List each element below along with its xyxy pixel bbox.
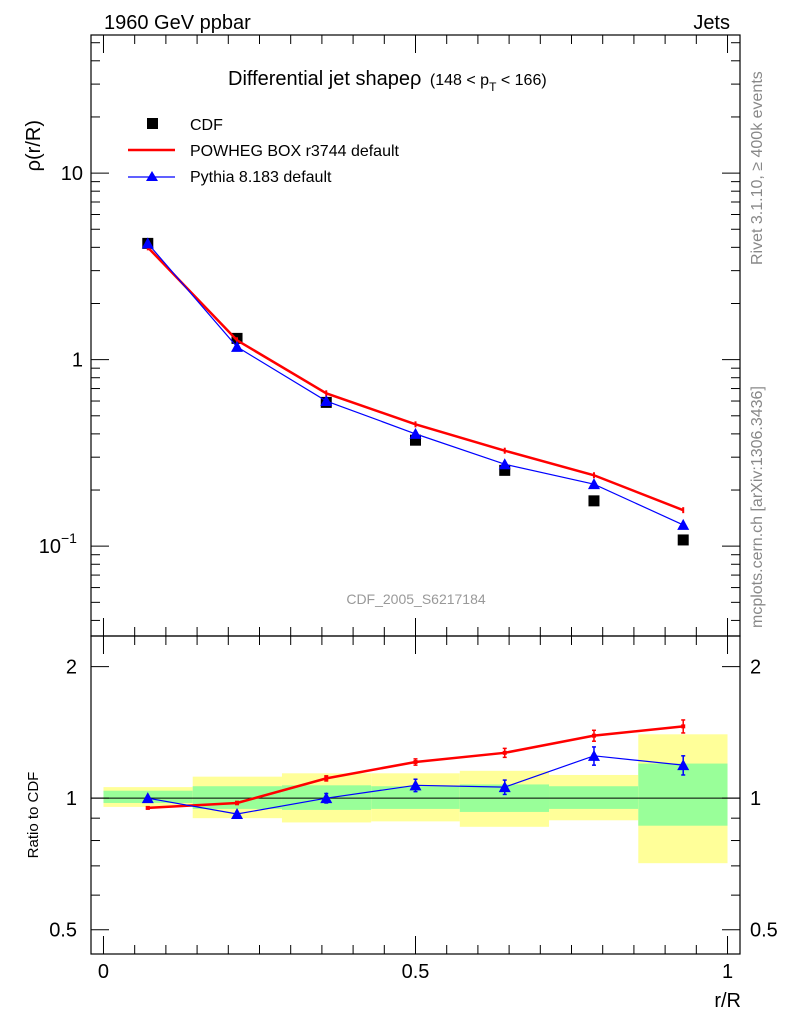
ratio-x-tick-label: 0.5 <box>402 961 430 983</box>
mcplots-reference-label: mcplots.cern.ch [arXiv:1306.3436] <box>749 386 766 628</box>
header-left-label: 1960 GeV ppbar <box>104 12 251 34</box>
main-title-text: Differential jet shapeρ <box>228 68 421 90</box>
main-y-tick-label: 10 <box>61 163 83 185</box>
cdf-data-point <box>410 434 421 446</box>
ratio-powheg-point <box>145 805 150 810</box>
ratio-powheg-point <box>591 733 596 738</box>
pythia-data-point <box>498 458 511 470</box>
legend-label-powheg: POWHEG BOX r3744 default <box>190 143 400 160</box>
pythia-data-point <box>141 237 154 249</box>
ratio-y-tick-label-right: 1 <box>750 788 761 810</box>
legend-label-pythia: Pythia 8.183 default <box>190 169 332 186</box>
cdf-data-point <box>588 495 600 507</box>
ratio-x-tick-label: 1 <box>722 961 733 983</box>
ratio-pythia-point <box>320 792 333 804</box>
header-right-label: Jets <box>693 12 730 34</box>
x-axis-label: r/R <box>714 990 741 1012</box>
ratio-green-band <box>371 786 460 809</box>
ratio-uncertainty-bands <box>103 734 728 864</box>
legend-marker-cdf <box>147 118 158 129</box>
ratio-powheg-point <box>413 759 418 764</box>
ratio-panel-axes: 2 2 1 1 0.5 0.5 0 0.5 1 <box>49 636 778 983</box>
pythia-data-point <box>677 518 690 530</box>
ratio-powheg-point <box>324 776 329 781</box>
ratio-y-axis-label: Ratio to CDF <box>25 772 42 859</box>
ratio-pythia-point <box>141 792 154 804</box>
ratio-y-tick-label-right: 2 <box>750 657 761 679</box>
rivet-version-label: Rivet 3.1.10, ≥ 400k events <box>749 71 766 265</box>
cdf-data-point <box>677 534 689 546</box>
ratio-y-tick-label-left: 1 <box>66 788 77 810</box>
analysis-watermark: CDF_2005_S6217184 <box>346 591 486 607</box>
pythia-data-point <box>231 340 244 352</box>
pythia-data-point <box>320 395 333 407</box>
ratio-x-tick-label: 0 <box>98 961 109 983</box>
ratio-pythia-point <box>409 779 422 791</box>
main-y-tick-label: 10 <box>39 536 61 558</box>
ratio-y-tick-label-left: 0.5 <box>49 920 77 942</box>
legend: CDF POWHEG BOX r3744 default Pythia 8.18… <box>128 117 400 186</box>
main-title: Differential jet shapeρ (148 < pT < 166) <box>228 68 547 94</box>
ratio-pythia-point <box>587 749 600 761</box>
ratio-y-tick-label-right: 0.5 <box>750 920 778 942</box>
ratio-y-tick-label-left: 2 <box>66 657 77 679</box>
ratio-panel-frame <box>90 635 741 955</box>
main-panel-frame <box>90 34 741 637</box>
main-y-tick-label: 1 <box>72 350 83 372</box>
main-y-axis-label: ρ(r/R) <box>23 120 45 171</box>
pythia-data-point <box>409 427 422 439</box>
ratio-powheg-point <box>502 750 507 755</box>
ratio-pythia-point <box>231 807 244 819</box>
pythia-data-point <box>587 478 600 490</box>
ratio-powheg-point <box>235 800 240 805</box>
series-line <box>146 246 684 512</box>
main-panel-series <box>141 237 690 546</box>
cdf-data-point <box>499 464 511 476</box>
main-title-range-prefix: (148 < p <box>430 72 489 89</box>
ratio-green-band <box>549 786 639 809</box>
ratio-panel-series <box>141 719 690 819</box>
main-title-range-sub: T <box>489 80 497 94</box>
main-y-tick-label-exponent: −1 <box>61 530 77 546</box>
series-line <box>147 242 684 526</box>
ratio-powheg-point <box>681 724 686 729</box>
legend-label-cdf: CDF <box>190 117 223 134</box>
legend-marker-pythia <box>146 171 158 181</box>
main-title-range-suffix: < 166) <box>496 72 546 89</box>
ratio-pythia-point <box>498 781 511 793</box>
ratio-pythia-point <box>677 759 690 771</box>
